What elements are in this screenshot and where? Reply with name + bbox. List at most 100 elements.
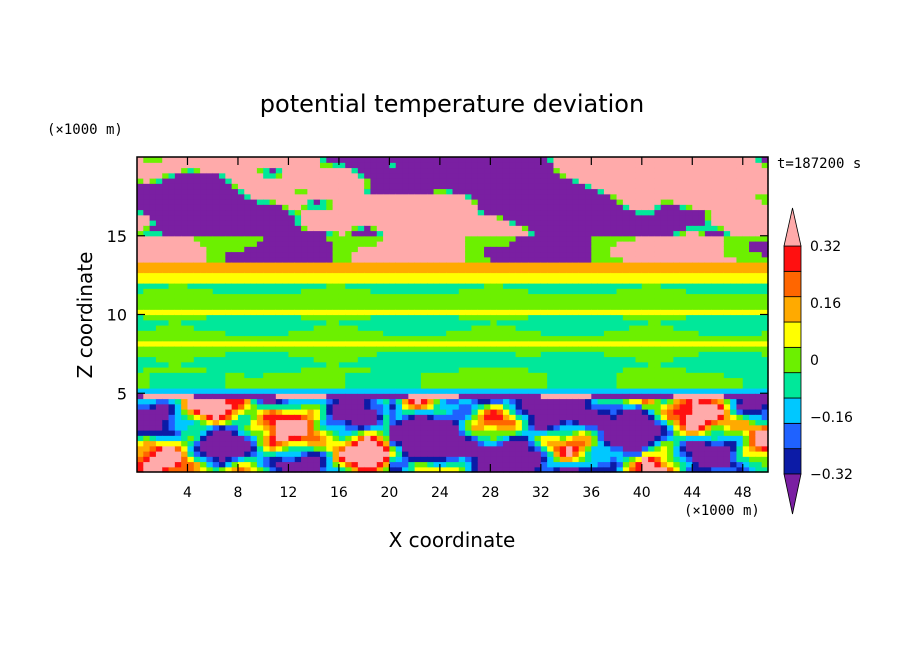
heatmap-cell [256,377,264,384]
heatmap-cell [452,388,460,394]
heatmap-cell [534,251,542,258]
heatmap-cell [219,409,226,415]
heatmap-cell [616,293,624,300]
heatmap-cell [137,309,144,316]
heatmap-cell [509,241,517,247]
heatmap-cell [509,451,517,457]
heatmap-cell [414,272,422,279]
heatmap-cell [603,214,611,221]
heatmap-cell [414,414,422,421]
heatmap-cell [193,162,201,169]
heatmap-cell [553,414,561,421]
heatmap-cell [313,293,321,300]
heatmap-cell [635,235,643,242]
heatmap-cell [351,451,359,457]
heatmap-cell [187,445,195,452]
heatmap-cell [490,398,498,405]
heatmap-cell [458,388,466,394]
heatmap-cell [433,398,441,405]
heatmap-cell [332,424,340,431]
heatmap-cell [559,430,567,436]
heatmap-cell [174,220,182,226]
heatmap-cell [395,167,403,174]
heatmap-cell [433,162,441,169]
heatmap-cell [515,235,523,242]
heatmap-cell [603,319,611,326]
heatmap-cell [629,388,637,394]
heatmap-cell [553,388,561,394]
heatmap-cell [408,178,416,184]
heatmap-cell [641,403,649,410]
heatmap-cell [471,288,479,295]
heatmap-cell [206,220,214,226]
heatmap-cell [654,220,662,226]
heatmap-cell [187,430,195,436]
heatmap-cell [357,235,365,242]
heatmap-cell [155,272,163,279]
heatmap-cell [654,283,662,289]
heatmap-cell [206,293,214,300]
heatmap-cell [231,435,239,442]
heatmap-cell [528,414,536,421]
heatmap-cell [237,235,245,242]
heatmap-cell [559,440,567,447]
heatmap-cell [332,372,340,379]
heatmap-cell [566,335,573,342]
heatmap-cell [528,435,536,442]
heatmap-cell [414,419,422,426]
heatmap-cell [282,256,290,263]
heatmap-cell [351,183,359,190]
heatmap-cell [471,178,479,184]
heatmap-cell [477,372,485,379]
heatmap-cell [439,277,447,284]
heatmap-cell [345,382,353,389]
heatmap-cell [515,409,523,415]
heatmap-cell [319,414,327,421]
heatmap-cell [515,209,523,216]
heatmap-cell [622,398,630,405]
heatmap-cell [250,277,258,284]
heatmap-cell [193,435,201,442]
heatmap-cell [345,293,353,300]
heatmap-cell [566,304,573,310]
heatmap-cell [313,167,321,174]
heatmap-cell [559,461,567,468]
heatmap-cell [553,351,561,358]
heatmap-cell [547,340,555,347]
heatmap-cell [187,393,195,400]
heatmap-cell [585,230,592,237]
heatmap-cell [515,314,523,321]
heatmap-cell [591,209,599,216]
heatmap-cell [200,314,208,321]
heatmap-cell [269,335,277,342]
heatmap-cell [585,325,592,331]
heatmap-cell [332,340,340,347]
heatmap-cell [528,440,536,447]
heatmap-cell [521,214,529,221]
heatmap-cell [319,456,327,463]
heatmap-cell [540,230,548,237]
heatmap-cell [635,409,643,415]
heatmap-cell [174,430,182,436]
heatmap-cell [641,241,649,247]
heatmap-cell [338,325,346,331]
heatmap-cell [521,340,529,347]
heatmap-cell [490,172,498,179]
heatmap-cell [408,246,416,253]
heatmap-cell [269,393,277,400]
heatmap-cell [427,388,435,394]
heatmap-cell [149,288,157,295]
heatmap-cell [219,251,226,258]
heatmap-cell [641,283,649,289]
heatmap-cell [137,157,144,163]
heatmap-cell [490,330,498,337]
heatmap-cell [149,440,157,447]
heatmap-cell [326,293,334,300]
heatmap-cell [225,209,233,216]
heatmap-cell [477,230,485,237]
heatmap-cell [496,435,504,442]
heatmap-cell [547,256,555,263]
heatmap-cell [269,398,277,405]
heatmap-cell [162,440,170,447]
heatmap-cell [540,393,548,400]
